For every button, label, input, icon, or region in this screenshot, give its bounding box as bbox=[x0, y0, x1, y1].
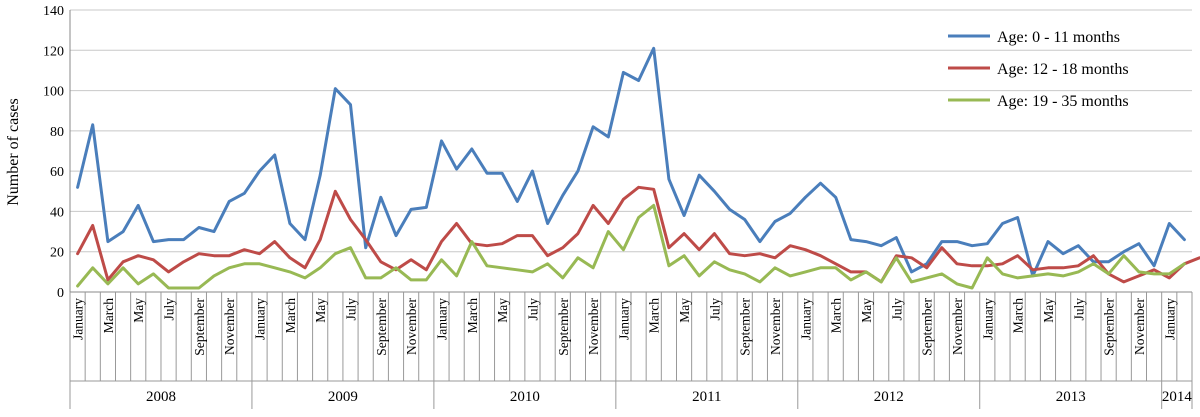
year-label: 2013 bbox=[1056, 389, 1086, 405]
legend-label-1: Age: 0 - 11 months bbox=[997, 29, 1120, 46]
x-tick-label: September bbox=[738, 297, 753, 355]
x-tick-label: September bbox=[1102, 297, 1117, 355]
x-tick-label: March bbox=[101, 298, 116, 333]
x-tick-label: March bbox=[465, 298, 480, 333]
series-line-1 bbox=[76, 46, 1186, 278]
year-label: 2012 bbox=[874, 389, 904, 405]
x-tick-label: September bbox=[556, 297, 571, 355]
x-tick-label: September bbox=[192, 297, 207, 355]
x-tick-label: January bbox=[434, 298, 449, 340]
y-tick-label: 120 bbox=[43, 44, 64, 59]
gridlines bbox=[69, 9, 1192, 293]
legend: Age: 0 - 11 months Age: 12 - 18 months Age… bbox=[948, 29, 1129, 110]
x-tick-label: November bbox=[1132, 298, 1147, 355]
legend-label-3: Age: 19 - 35 months bbox=[997, 93, 1129, 110]
x-axis: January March May July September November Janu… bbox=[69, 292, 1193, 409]
series-line-3 bbox=[76, 203, 1186, 290]
x-tick-label: September bbox=[374, 297, 389, 355]
x-tick-label: July bbox=[1071, 298, 1086, 321]
x-tick-label: January bbox=[1162, 298, 1177, 340]
x-tick-label: November bbox=[586, 298, 601, 355]
year-label: 2010 bbox=[510, 389, 540, 405]
x-tick-label: March bbox=[829, 298, 844, 333]
y-tick-label: 0 bbox=[57, 286, 64, 301]
year-label: 2011 bbox=[692, 389, 721, 405]
y-tick-label: 40 bbox=[50, 205, 64, 220]
x-tick-label: July bbox=[889, 298, 904, 321]
y-tick-label: 140 bbox=[43, 4, 64, 19]
series-lines bbox=[76, 46, 1200, 290]
x-tick-label: May bbox=[131, 298, 146, 323]
x-tick-label: September bbox=[920, 297, 935, 355]
x-tick-label: July bbox=[707, 298, 722, 321]
x-tick-label: January bbox=[798, 298, 813, 340]
y-tick-label: 80 bbox=[50, 125, 64, 140]
x-tick-label: May bbox=[495, 298, 510, 323]
x-tick-label: July bbox=[162, 298, 177, 321]
legend-label-2: Age: 12 - 18 months bbox=[997, 61, 1129, 78]
x-tick-label: November bbox=[404, 298, 419, 355]
y-axis-ticks: 0 20 40 60 80 100 120 140 bbox=[43, 4, 64, 301]
series-line-2 bbox=[76, 185, 1200, 284]
y-axis-title: Number of cases bbox=[5, 98, 22, 206]
x-tick-label: May bbox=[859, 298, 874, 323]
y-tick-label: 60 bbox=[50, 165, 64, 180]
x-tick-label: May bbox=[677, 298, 692, 323]
x-tick-label: January bbox=[980, 298, 995, 340]
x-tick-label: March bbox=[1011, 298, 1026, 333]
x-tick-label: January bbox=[616, 298, 631, 340]
x-tick-label: November bbox=[768, 298, 783, 355]
x-tick-label: May bbox=[313, 298, 328, 323]
year-label: 2009 bbox=[328, 389, 358, 405]
x-tick-label: May bbox=[1041, 298, 1056, 323]
y-tick-label: 100 bbox=[43, 85, 64, 100]
x-tick-label: November bbox=[950, 298, 965, 355]
x-tick-label: November bbox=[222, 298, 237, 355]
x-tick-label: July bbox=[344, 298, 359, 321]
y-tick-label: 20 bbox=[50, 246, 64, 261]
x-tick-label: January bbox=[253, 298, 268, 340]
x-tick-label: January bbox=[71, 298, 86, 340]
year-label: 2008 bbox=[146, 389, 176, 405]
x-tick-label: March bbox=[283, 298, 298, 333]
x-tick-label: July bbox=[525, 298, 540, 321]
x-tick-label: March bbox=[647, 298, 662, 333]
year-label: 2014 bbox=[1162, 389, 1193, 405]
